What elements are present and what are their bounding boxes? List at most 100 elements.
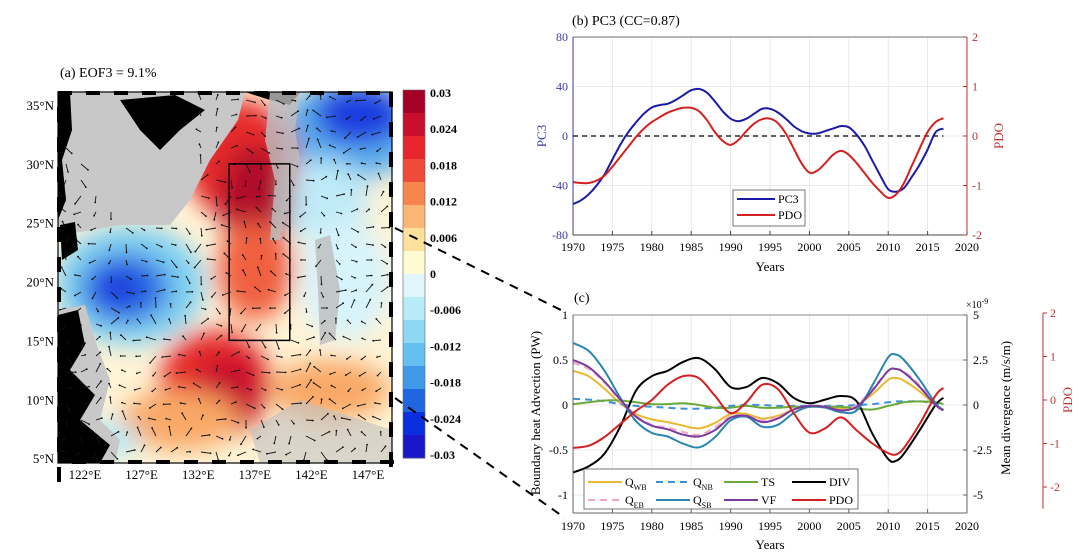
vector-arrow bbox=[290, 339, 299, 344]
vector-arrow-head bbox=[376, 356, 378, 358]
vector-arrow-head bbox=[118, 384, 121, 387]
vector-arrow-head bbox=[315, 265, 317, 268]
lon-label: 147°E bbox=[352, 467, 385, 482]
vector-arrow-head bbox=[240, 443, 242, 446]
vector-arrow-head bbox=[386, 286, 389, 288]
vector-arrow bbox=[122, 411, 127, 421]
vector-arrow-head bbox=[218, 351, 221, 354]
vector-arrow bbox=[155, 297, 157, 309]
frame-tick bbox=[352, 460, 366, 464]
vector-arrow-head bbox=[272, 237, 274, 240]
vector-arrow-head bbox=[242, 269, 244, 271]
vector-arrow bbox=[330, 371, 337, 375]
vector-arrow-head bbox=[208, 434, 211, 436]
lat-label: 30°N bbox=[26, 157, 54, 172]
chart-c-ytick-far-right-label: -1 bbox=[1050, 437, 1060, 451]
vector-arrow-head bbox=[369, 298, 372, 301]
vector-arrow-head bbox=[218, 381, 221, 384]
vector-arrow-head bbox=[386, 262, 388, 265]
frame-tick bbox=[57, 257, 61, 272]
vector-arrow-head bbox=[384, 246, 387, 249]
vector-arrow-head bbox=[360, 119, 362, 122]
study-region-box bbox=[228, 163, 291, 342]
vector-arrow bbox=[95, 435, 101, 443]
vector-arrow bbox=[320, 291, 324, 298]
frame-tick bbox=[212, 460, 226, 464]
chart-b-xtick-label: 2020 bbox=[955, 240, 979, 254]
colorbar-segment bbox=[403, 343, 425, 367]
vector-arrow-head bbox=[67, 342, 70, 345]
vector-arrow-head bbox=[372, 415, 374, 418]
vector-arrow bbox=[275, 131, 283, 134]
chart-c-ylabel: Boundary heat Advection (PW) bbox=[528, 331, 543, 495]
vector-arrow-head bbox=[62, 439, 64, 442]
vector-arrow bbox=[110, 451, 118, 460]
vector-arrow-head bbox=[133, 402, 136, 405]
vector-arrow-head bbox=[278, 347, 280, 350]
vector-arrow-head bbox=[306, 109, 309, 111]
vector-arrow bbox=[74, 195, 82, 205]
vector-arrow bbox=[365, 444, 368, 453]
chart-c-xtick-label: 1985 bbox=[679, 519, 703, 533]
chart-c-title: (c) bbox=[574, 291, 590, 306]
vector-arrow-head bbox=[77, 223, 79, 226]
vector-arrow bbox=[95, 351, 101, 357]
vector-arrow bbox=[372, 416, 382, 421]
vector-arrow-head bbox=[74, 294, 76, 297]
vector-arrow bbox=[298, 241, 307, 245]
frame-tick bbox=[389, 92, 393, 107]
vector-arrow bbox=[346, 115, 352, 120]
vector-arrow-head bbox=[175, 227, 178, 230]
vector-arrow-head bbox=[266, 452, 268, 455]
vector-arrow-head bbox=[237, 421, 240, 424]
land-korea-japan bbox=[120, 95, 205, 150]
vector-arrow-head bbox=[145, 247, 148, 250]
vector-arrow-head bbox=[322, 296, 325, 298]
vector-arrow-head bbox=[336, 247, 339, 250]
vector-arrow-head bbox=[87, 169, 89, 171]
vector-arrow-head bbox=[231, 331, 234, 334]
frame-tick bbox=[57, 197, 61, 212]
vector-arrow-head bbox=[361, 389, 364, 391]
vector-arrow bbox=[151, 427, 157, 437]
vector-arrow-head bbox=[108, 345, 110, 348]
vector-arrow bbox=[125, 275, 132, 280]
vector-arrow-head bbox=[59, 308, 61, 311]
vector-arrow-head bbox=[355, 99, 358, 102]
vector-arrow-head bbox=[345, 118, 348, 120]
pc3-timeseries-chart: (b) PC3 (CC=0.87) 1970 1975 1980 1985 1990 19… bbox=[534, 14, 1006, 274]
vector-arrow bbox=[194, 243, 202, 252]
vector-arrow bbox=[119, 384, 127, 389]
vector-arrow-head bbox=[360, 358, 363, 361]
vector-arrow-head bbox=[265, 117, 267, 120]
vector-arrow bbox=[290, 368, 301, 373]
vector-arrow-head bbox=[67, 171, 69, 173]
lon-label: 142°E bbox=[295, 467, 328, 482]
frame-tick bbox=[254, 91, 268, 95]
chart-c-ytick-far-right-label: -2 bbox=[1050, 480, 1060, 494]
vector-arrow-head bbox=[343, 193, 345, 196]
vector-arrow-head bbox=[97, 310, 100, 313]
vector-arrow bbox=[275, 99, 285, 105]
frame-tick bbox=[324, 460, 338, 464]
vector-arrow-head bbox=[205, 215, 207, 218]
vector-arrow-head bbox=[328, 144, 331, 147]
vector-arrow-head bbox=[311, 325, 314, 328]
frame-tick bbox=[240, 460, 254, 464]
vector-arrow bbox=[207, 258, 217, 261]
vector-arrow-head bbox=[224, 203, 227, 206]
vector-arrow bbox=[65, 355, 73, 364]
chart-b-ytick-right-label: 2 bbox=[972, 30, 978, 44]
vector-arrow bbox=[299, 211, 307, 217]
vector-arrow-head bbox=[342, 446, 344, 449]
vector-arrow-head bbox=[296, 147, 299, 150]
vector-arrow-head bbox=[200, 234, 203, 237]
vector-arrow-head bbox=[117, 430, 120, 433]
vector-arrow-head bbox=[133, 449, 136, 451]
vector-arrow bbox=[245, 147, 254, 154]
vector-arrow-head bbox=[98, 441, 101, 444]
vector-arrow-head bbox=[312, 179, 315, 182]
vector-arrow bbox=[350, 299, 355, 309]
vector-arrow bbox=[245, 371, 254, 376]
vector-arrow-head bbox=[163, 375, 166, 378]
